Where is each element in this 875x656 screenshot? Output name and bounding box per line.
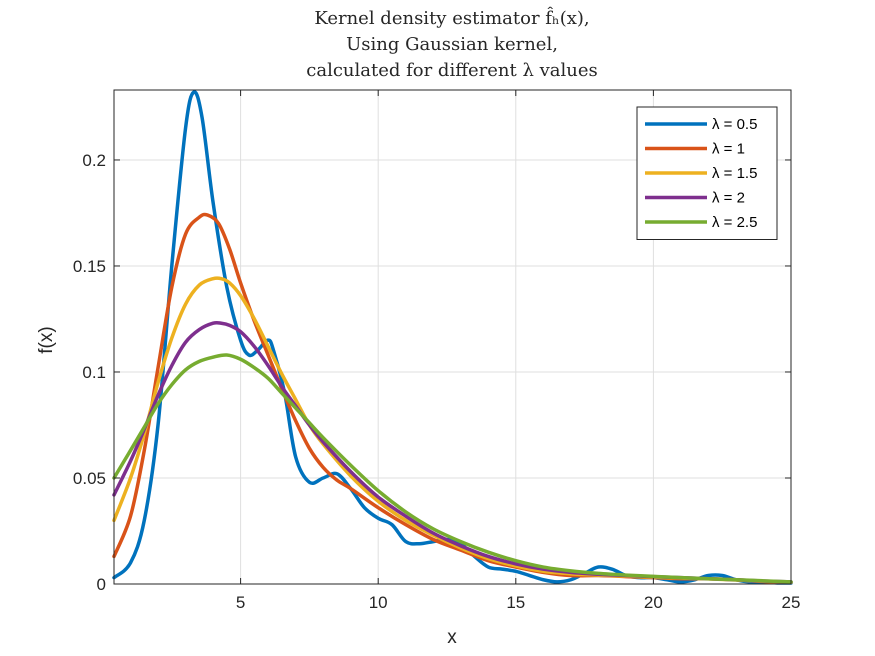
legend-label: λ = 1 [712, 141, 745, 158]
chart-title-line-1: Kernel density estimator f̂ₕ(x), [314, 6, 589, 29]
legend: λ = 0.5 λ = 1 λ = 1.5 λ = 2 λ = 2.5 [636, 106, 778, 240]
axis-ticks [114, 90, 792, 585]
series-layer [112, 90, 793, 585]
y-tick-label: 0.2 [82, 151, 106, 170]
x-tick-label: 20 [644, 593, 663, 612]
y-tick-label: 0.15 [73, 257, 106, 276]
series-line-5 [112, 353, 793, 584]
chart-title: Kernel density estimator f̂ₕ(x), Using G… [306, 6, 597, 81]
y-tick-label: 0.05 [73, 469, 106, 488]
legend-label: λ = 1.5 [712, 165, 757, 182]
plot-box [113, 89, 792, 585]
x-tick-label: 10 [369, 593, 388, 612]
legend-label: λ = 2.5 [712, 214, 757, 231]
legend-label: λ = 2 [712, 190, 745, 207]
y-tick-label: 0.1 [82, 363, 106, 382]
x-axis-label: x [447, 627, 457, 648]
x-tick-label: 15 [506, 593, 525, 612]
x-tick-label: 25 [782, 593, 801, 612]
tick-labels: 5 10 15 20 25 0 0.05 0.1 0.15 0.2 [73, 151, 801, 612]
chart-title-line-3: calculated for different λ values [306, 60, 597, 81]
legend-label: λ = 0.5 [712, 116, 757, 133]
chart-title-line-2: Using Gaussian kernel, [346, 34, 558, 55]
y-tick-label: 0 [97, 575, 106, 594]
x-tick-label: 5 [236, 593, 245, 612]
y-axis-label: f(x) [36, 326, 57, 353]
